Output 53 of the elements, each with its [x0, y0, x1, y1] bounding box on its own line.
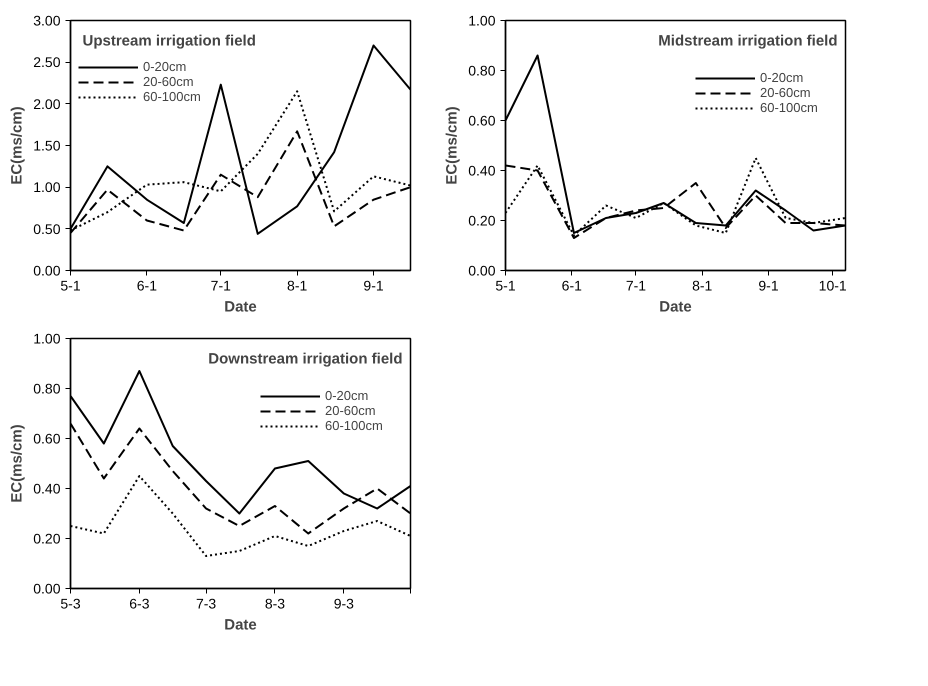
x-axis-title: Date — [224, 298, 257, 316]
legend-label: 20-60cm — [760, 85, 811, 100]
x-tick-label: 8-3 — [264, 596, 286, 612]
y-tick-label: 0.60 — [33, 430, 61, 446]
legend-label: 20-60cm — [143, 74, 194, 89]
y-tick-label: 1.00 — [33, 330, 61, 346]
text: Downstream irrigation field — [208, 350, 403, 368]
y-tick-label: 0.80 — [468, 62, 496, 78]
legend-label: 60-100cm — [143, 89, 201, 104]
y-tick-label: 0.50 — [33, 220, 61, 237]
y-axis-title: EC(ms/cm) — [443, 106, 460, 185]
x-tick-label: 7-1 — [626, 278, 646, 294]
x-tick-label: 10-1 — [818, 278, 847, 294]
x-tick-label: 8-1 — [692, 278, 713, 294]
x-tick-label: 8-1 — [287, 278, 308, 294]
y-tick-label: 0.00 — [468, 262, 496, 278]
text: Upstream irrigation field — [82, 32, 256, 50]
x-tick-label: 7-1 — [210, 278, 232, 294]
x-tick-label: 9-3 — [334, 596, 354, 612]
x-tick-label: 6-1 — [562, 278, 582, 294]
y-tick-label: 0.20 — [33, 530, 61, 546]
y-tick-label: 0.20 — [468, 212, 496, 228]
y-tick-label: 1.00 — [468, 12, 496, 28]
x-tick-label: 9-1 — [363, 278, 384, 294]
y-tick-label: 1.50 — [33, 138, 61, 154]
y-tick-label: 1.00 — [33, 179, 61, 196]
x-tick-label: 5-1 — [60, 278, 81, 294]
y-tick-label: 0.40 — [33, 480, 61, 496]
legend-label: 60-100cm — [760, 100, 818, 115]
x-tick-label: 9-1 — [758, 278, 779, 294]
legend-label: 0-20cm — [325, 388, 368, 403]
legend-label: 60-100cm — [325, 418, 383, 433]
y-tick-label: 2.50 — [33, 54, 61, 70]
y-axis-title: EC(ms/cm) — [8, 424, 26, 503]
legend-label: 20-60cm — [325, 403, 376, 418]
x-tick-label: 5-1 — [495, 278, 516, 294]
y-tick-label: 0.60 — [468, 112, 496, 128]
x-axis-title: Date — [224, 616, 257, 634]
x-tick-label: 6-3 — [129, 596, 150, 612]
y-tick-label: 0.40 — [468, 162, 496, 178]
y-tick-label: 0.00 — [33, 580, 61, 596]
x-tick-label: 7-3 — [196, 596, 216, 612]
x-axis-title: Date — [659, 298, 692, 316]
x-tick-label: 6-1 — [136, 278, 158, 294]
y-tick-label: 2.00 — [33, 96, 61, 112]
x-tick-label: 5-3 — [60, 596, 81, 612]
y-axis-title: EC(ms/cm) — [8, 106, 26, 185]
legend-label: 0-20cm — [760, 70, 804, 85]
y-tick-label: 0.00 — [33, 262, 61, 278]
text: Midstream irrigation field — [658, 32, 838, 50]
y-tick-label: 0.80 — [33, 380, 61, 396]
y-tick-label: 3.00 — [33, 12, 61, 28]
legend-label: 0-20cm — [143, 59, 186, 74]
